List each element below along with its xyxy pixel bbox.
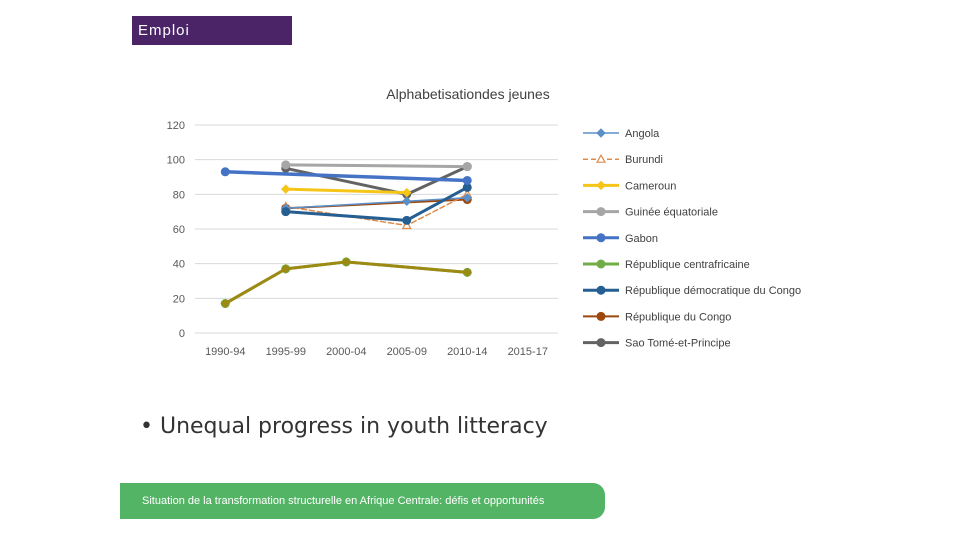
y-tick-label: 120 xyxy=(167,120,185,132)
data-point xyxy=(281,264,291,274)
x-tick-label: 1995-99 xyxy=(266,346,306,358)
data-point xyxy=(462,162,472,172)
data-point xyxy=(402,196,412,206)
x-tick-label: 2010-14 xyxy=(447,346,487,358)
legend-marker xyxy=(596,180,606,191)
legend-label: Burundi xyxy=(625,154,663,166)
legend-label: Guinée équatoriale xyxy=(625,207,718,219)
legend-label: Cameroun xyxy=(625,180,676,192)
data-point xyxy=(220,298,230,309)
legend-label: Angola xyxy=(625,128,660,140)
data-point xyxy=(402,187,412,198)
data-point xyxy=(281,184,291,194)
legend-label: Gabon xyxy=(625,233,658,245)
x-tick-label: 2000-04 xyxy=(326,346,366,358)
data-point xyxy=(462,267,472,278)
legend-marker xyxy=(596,338,606,348)
data-point xyxy=(402,215,412,225)
chart-title: Alphabetisationdes jeunes xyxy=(386,86,549,102)
x-tick-label: 1990-94 xyxy=(205,346,245,358)
legend-label: République du Congo xyxy=(625,311,731,323)
legend-marker xyxy=(596,128,606,138)
y-tick-label: 20 xyxy=(173,293,185,305)
y-tick-label: 60 xyxy=(173,224,185,236)
y-tick-label: 80 xyxy=(173,189,185,201)
x-tick-label: 2005-09 xyxy=(387,346,427,358)
data-point xyxy=(462,175,472,185)
legend-marker xyxy=(596,233,606,243)
data-point xyxy=(281,160,291,170)
legend-marker xyxy=(596,207,606,217)
data-point xyxy=(401,220,412,230)
literacy-chart: Alphabetisationdes jeunes 0 20 40 60 80 100 120… xyxy=(150,78,830,368)
footer-banner: Situation de la transformation structure… xyxy=(120,483,605,519)
series-line-3 xyxy=(284,163,469,169)
series-line-2 xyxy=(284,187,409,195)
y-tick-label: 0 xyxy=(179,328,185,340)
legend-marker xyxy=(596,285,606,295)
legend-label: République centrafricaine xyxy=(625,259,750,271)
legend-marker xyxy=(596,311,606,321)
series-line-car-overlay xyxy=(223,260,469,306)
section-tag: Emploi xyxy=(132,16,292,45)
data-point xyxy=(341,257,351,267)
legend-marker xyxy=(595,153,607,163)
data-point xyxy=(462,193,472,203)
legend-label: République démocratique du Congo xyxy=(625,285,801,297)
data-point xyxy=(220,167,230,177)
bullet-point: • Unequal progress in youth litteracy xyxy=(140,414,548,439)
legend-label: Sao Tomé-et-Principe xyxy=(625,338,731,350)
y-tick-label: 40 xyxy=(173,259,185,271)
chart-svg: Alphabetisationdes jeunes 0 20 40 60 80 100 120… xyxy=(167,86,801,358)
x-tick-label: 2015-17 xyxy=(508,346,548,358)
series-line-4 xyxy=(223,170,469,183)
data-point xyxy=(281,207,291,217)
legend-marker xyxy=(596,259,606,269)
y-tick-label: 100 xyxy=(167,155,185,167)
